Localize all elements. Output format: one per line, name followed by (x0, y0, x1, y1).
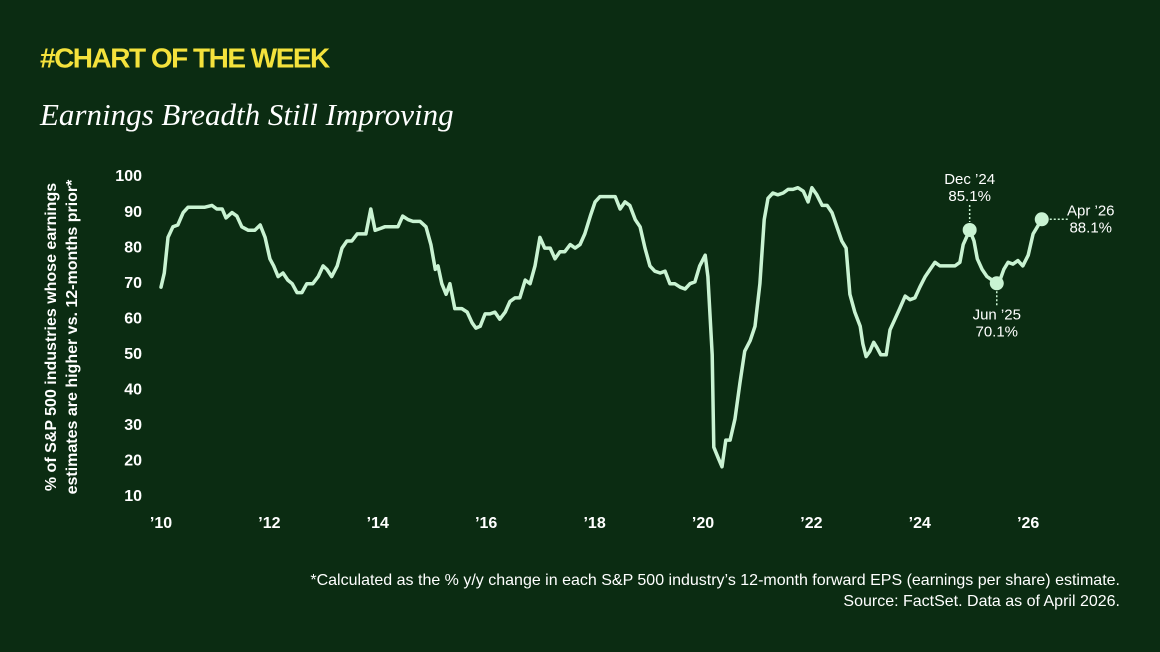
footnote: *Calculated as the % y/y change in each … (310, 572, 1120, 589)
y-tick-label: 100 (115, 168, 142, 185)
y-tick-label: 60 (124, 310, 142, 327)
annotation-dot (1034, 212, 1049, 227)
y-tick-label: 40 (124, 382, 142, 399)
annotation-dot (962, 222, 977, 237)
x-tick-label: ’10 (150, 515, 172, 532)
x-tick-label: ’24 (909, 515, 931, 532)
y-axis-title-line: estimates are higher vs. 12-months prior… (64, 179, 81, 495)
y-axis-title-line: % of S&P 500 industries whose earnings (43, 183, 60, 491)
annotation-label: Apr ’26 (1067, 202, 1115, 219)
annotation-value: 88.1% (1069, 219, 1112, 236)
y-tick-label: 10 (124, 488, 142, 505)
x-tick-label: ’16 (475, 515, 497, 532)
annotation-dot (989, 276, 1004, 291)
y-tick-label: 20 (124, 453, 142, 470)
x-tick-label: ’14 (367, 515, 389, 532)
annotation-label: Dec ’24 (944, 171, 995, 188)
y-tick-label: 80 (124, 239, 142, 256)
y-tick-label: 70 (124, 275, 142, 292)
kicker: #CHART OF THE WEEK (40, 42, 330, 73)
data-line (159, 185, 1044, 469)
source-note: Source: FactSet. Data as of April 2026. (843, 593, 1120, 610)
annotation-value: 85.1% (948, 188, 991, 205)
annotation-label: Jun ’25 (973, 306, 1021, 323)
x-tick-label: ’26 (1017, 515, 1039, 532)
y-tick-label: 30 (124, 417, 142, 434)
x-tick-label: ’18 (583, 515, 605, 532)
x-tick-label: ’12 (258, 515, 280, 532)
chart-title: Earnings Breadth Still Improving (39, 97, 454, 132)
annotation-value: 70.1% (975, 323, 1018, 340)
y-tick-label: 50 (124, 346, 142, 363)
x-tick-label: ’22 (800, 515, 822, 532)
x-tick-label: ’20 (692, 515, 714, 532)
y-axis-title: % of S&P 500 industries whose earnings e… (43, 179, 81, 495)
y-tick-label: 90 (124, 204, 142, 221)
